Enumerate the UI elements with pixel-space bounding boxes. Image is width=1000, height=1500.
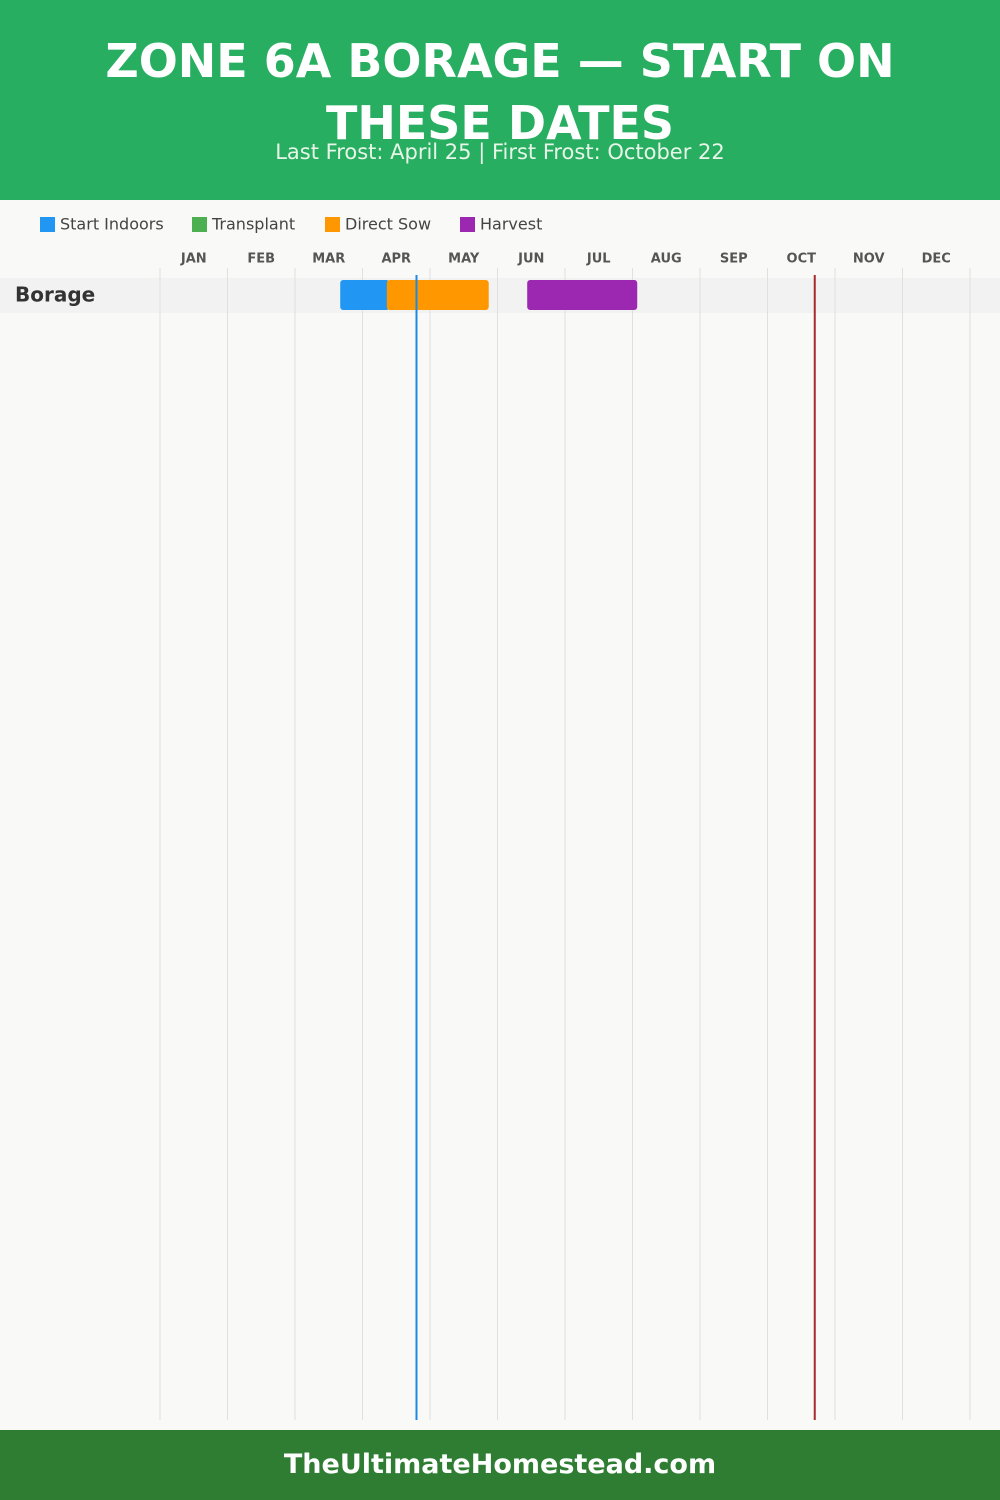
x-tick-label: MAR	[312, 252, 345, 267]
chart-subtitle: Last Frost: April 25 | First Frost: Octo…	[275, 140, 725, 164]
legend-label: Harvest	[480, 215, 542, 234]
bar	[527, 280, 638, 310]
bar	[340, 280, 390, 310]
row-label: Borage	[15, 283, 95, 307]
x-tick-label: APR	[381, 252, 411, 267]
chart: Start Indoors Transplant Direct Sow Harvest…	[0, 215, 1000, 1420]
legend-swatch	[40, 217, 55, 232]
x-tick-label: OCT	[787, 252, 817, 267]
x-tick-label: JUN	[517, 252, 544, 267]
legend-swatch	[325, 217, 340, 232]
x-tick-label: JUL	[586, 252, 611, 267]
footer: TheUltimateHomestead.com	[0, 1430, 1000, 1500]
bar	[386, 280, 489, 310]
x-tick-label: SEP	[720, 252, 748, 267]
legend-label: Transplant	[211, 215, 295, 234]
chart-title: ZONE 6A BORAGE — START ON THESE DATES	[105, 34, 895, 150]
x-tick-label: AUG	[651, 252, 682, 267]
header: ZONE 6A BORAGE — START ON THESE DATES La…	[0, 0, 1000, 200]
x-tick-label: FEB	[247, 252, 275, 267]
legend-swatch	[192, 217, 207, 232]
legend-label: Direct Sow	[345, 215, 431, 234]
legend-swatch	[460, 217, 475, 232]
x-tick-label: MAY	[448, 252, 480, 267]
x-tick-label: DEC	[922, 252, 951, 267]
x-tick-label: NOV	[853, 252, 885, 267]
legend-label: Start Indoors	[60, 215, 164, 234]
row-band	[0, 278, 1000, 313]
x-tick-label: JAN	[180, 252, 207, 267]
